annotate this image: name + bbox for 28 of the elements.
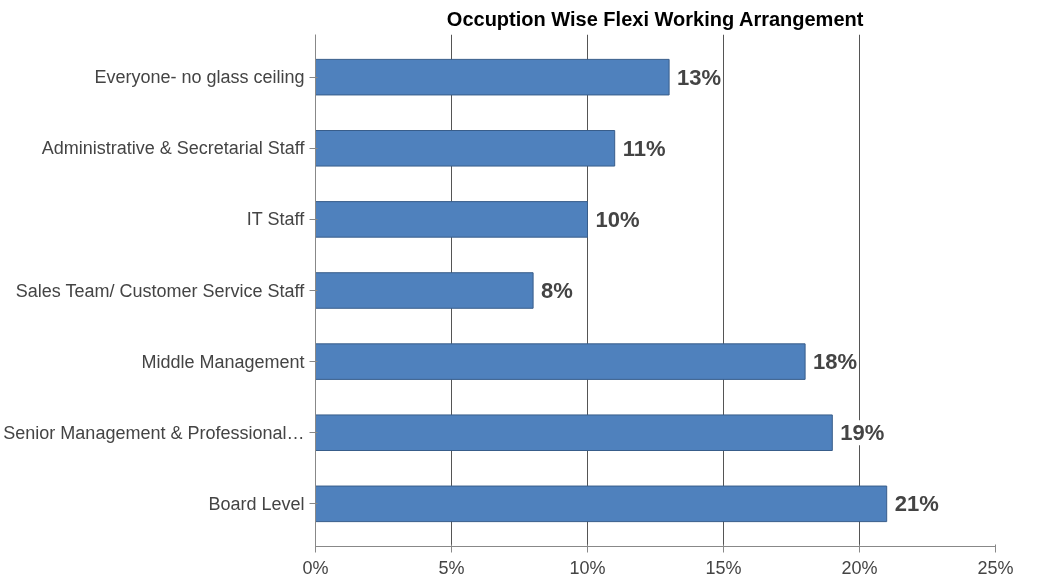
x-tick-label: 25% [977, 557, 1014, 578]
chart-title: Occuption Wise Flexi Working Arrangement [446, 7, 864, 30]
x-tick-label: 20% [841, 557, 878, 578]
data-label: 21% [894, 491, 939, 517]
y-tick-label: Board Level [208, 493, 305, 514]
y-tick-label: Everyone- no glass ceiling [94, 67, 305, 88]
data-label: 18% [813, 349, 858, 375]
data-label: 19% [840, 420, 885, 446]
bar [315, 485, 888, 523]
x-tick-label: 5% [438, 557, 465, 578]
bar [315, 272, 534, 309]
y-tick-label: Administrative & Secretarial Staff [41, 138, 306, 159]
bar [315, 343, 806, 380]
bar [315, 58, 670, 96]
bar [315, 414, 833, 451]
data-label: 10% [595, 206, 640, 232]
data-label: 8% [541, 278, 573, 303]
x-tick-label: 0% [302, 557, 329, 578]
y-tick-label: Middle Management [141, 351, 305, 372]
bar [315, 201, 588, 238]
y-tick-label: Senior Management & Professional… [3, 422, 305, 443]
bar [315, 130, 616, 167]
data-label: 13% [677, 64, 722, 90]
y-tick-label: IT Staff [246, 209, 306, 230]
x-tick-label: 15% [705, 557, 742, 578]
y-tick-label: Sales Team/ Customer Service Staff [15, 280, 306, 301]
data-label: 11% [622, 135, 666, 161]
x-tick-label: 10% [569, 557, 606, 578]
